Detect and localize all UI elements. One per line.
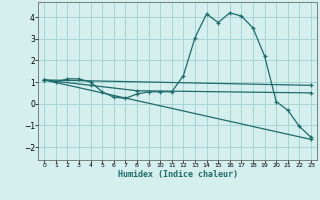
X-axis label: Humidex (Indice chaleur): Humidex (Indice chaleur) [118,170,238,179]
